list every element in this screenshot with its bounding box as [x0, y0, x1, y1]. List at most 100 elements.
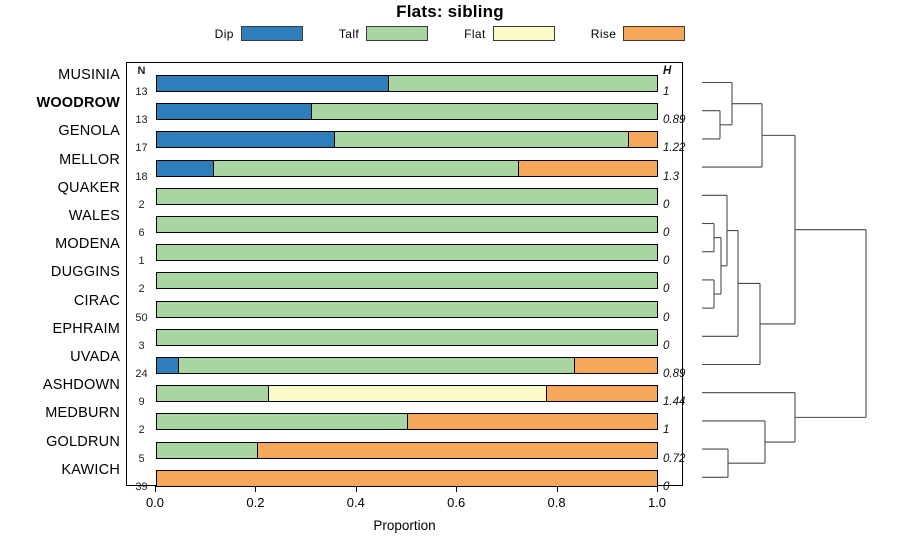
bar-segment-talf: [157, 301, 657, 317]
stacked-bar: [156, 131, 658, 149]
h-value: 0: [663, 311, 670, 324]
legend-item-flat: Flat: [464, 26, 555, 41]
stacked-bar: [156, 159, 658, 177]
bar-segment-talf: [178, 358, 574, 373]
stacked-bar: [156, 328, 658, 346]
category-label-genola: GENOLA: [58, 123, 120, 140]
bar-segment-talf: [157, 414, 407, 430]
h-value: 0: [663, 255, 670, 268]
n-value: 39: [135, 480, 148, 493]
chart-row: 9 1.44: [127, 383, 685, 411]
bar-segment-talf: [311, 104, 657, 120]
category-label-wales: WALES: [68, 208, 120, 224]
bar-segment-rise: [157, 470, 657, 486]
stacked-bar: [156, 244, 658, 262]
legend-label: Rise: [590, 26, 617, 41]
category-label-modena: MODENA: [55, 236, 120, 253]
h-value: 0.89: [663, 114, 686, 127]
legend-swatch-talf: [366, 26, 429, 41]
h-value: 0: [663, 283, 670, 296]
category-label-woodrow: WOODROW: [36, 95, 120, 112]
chart-row: 39 0: [127, 468, 684, 496]
category-label-ephraim: EPHRAIM: [52, 320, 120, 337]
chart-row: 18 1.3: [127, 158, 684, 186]
stacked-bar: [156, 75, 658, 92]
n-value: 17: [135, 142, 148, 155]
bar-segment-dip: [157, 358, 178, 373]
h-value: 0: [663, 227, 670, 239]
legend-label: Flat: [464, 26, 486, 41]
bar-segment-talf: [157, 386, 268, 402]
category-label-ashdown: ASHDOWN: [42, 377, 120, 394]
bar-segment-dip: [157, 160, 213, 176]
x-axis-tick: [456, 486, 458, 492]
chart-row: 13 0.89: [127, 101, 685, 129]
category-label-quaker: QUAKER: [57, 179, 120, 196]
stacked-bar: [156, 216, 658, 233]
bar-segment-rise: [546, 386, 657, 402]
bar-segment-talf: [157, 329, 657, 345]
legend-item-rise: Rise: [591, 26, 686, 41]
n-value: 5: [138, 452, 145, 465]
bar-segment-rise: [518, 160, 657, 176]
bar-segment-talf: [157, 188, 657, 204]
category-label-uvada: UVADA: [70, 349, 120, 365]
stacked-bar: [156, 272, 658, 290]
chart-row: 24 0.89: [127, 355, 685, 383]
h-value: 0: [663, 480, 670, 493]
h-value: 1: [663, 424, 670, 437]
category-label-kawich: KAWICH: [61, 461, 120, 478]
h-value: 0.72: [663, 452, 686, 465]
stacked-bar: [156, 187, 658, 205]
category-label-musinia: MUSINIA: [58, 67, 120, 83]
stacked-bar: [156, 413, 658, 431]
dendrogram: [690, 56, 900, 496]
x-axis: 0.0 0.2 0.4 0.6 0.8 1.0: [126, 486, 683, 526]
h-value: 1.44: [663, 396, 686, 409]
n-value: 2: [138, 424, 145, 437]
h-value: 1.22: [663, 142, 686, 155]
legend-swatch-rise: [623, 26, 686, 41]
stacked-bar: [156, 103, 658, 121]
bar-segment-rise: [574, 358, 657, 373]
x-axis-tick: [657, 486, 658, 492]
legend: Dip Talf Flat Rise: [0, 26, 900, 41]
x-axis-tick-label: 0.4: [346, 495, 365, 510]
bar-segment-talf: [157, 273, 657, 289]
chart-title: Flats: sibling: [396, 2, 504, 21]
n-value: 24: [135, 368, 148, 380]
chart-row: 13 1: [127, 73, 684, 101]
category-label-cirac: CIRAC: [73, 292, 120, 309]
h-value: 0.89: [663, 368, 686, 380]
h-value: 0: [663, 198, 670, 211]
x-axis-tick: [255, 486, 257, 492]
h-value: 0: [663, 339, 670, 352]
x-axis-title: Proportion: [373, 518, 436, 533]
bar-segment-talf: [212, 160, 518, 176]
category-label-duggins: DUGGINS: [50, 264, 120, 281]
category-label-mellor: MELLOR: [59, 151, 120, 168]
x-axis-tick: [155, 486, 156, 492]
bar-segment-rise: [627, 132, 657, 148]
h-value: 1.3: [663, 170, 679, 183]
x-axis-tick-label: 0.2: [246, 495, 265, 510]
bar-segment-dip: [157, 104, 311, 120]
n-value: 13: [135, 114, 148, 127]
chart-row: 50 0: [127, 299, 684, 327]
dendrogram-svg: [702, 81, 867, 478]
n-value: 1: [138, 255, 145, 268]
n-value: 3: [138, 339, 145, 352]
bar-segment-dip: [157, 132, 334, 148]
bar-segment-rise: [257, 442, 657, 458]
x-axis-tick-label: 1.0: [647, 495, 667, 510]
legend-swatch-dip: [240, 26, 303, 41]
category-axis-labels: MUSINIA WOODROW GENOLA MELLOR QUAKER WALES MOD…: [0, 62, 120, 486]
n-value: 13: [135, 86, 148, 98]
